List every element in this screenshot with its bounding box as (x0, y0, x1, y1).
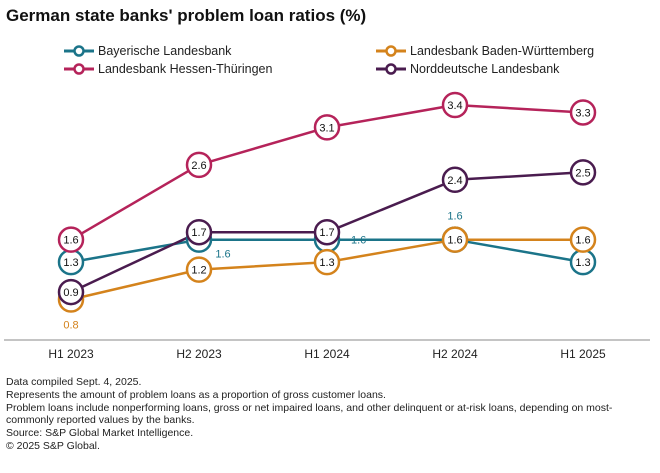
data-point-baden-wuerttemberg (441, 226, 469, 253)
data-label-bayerische: 1.3 (63, 257, 78, 269)
legend-item-baden-wuerttemberg: Landesbank Baden-Württemberg (376, 44, 594, 58)
note-problem-loans: Problem loans include nonperforming loan… (6, 402, 613, 426)
data-label-bayerische: 1.6 (447, 211, 462, 223)
data-label-baden-wuerttemberg: 1.2 (191, 265, 206, 277)
legend-label-norddeutsche: Norddeutsche Landesbank (410, 62, 560, 76)
data-label-baden-wuerttemberg: 0.8 (63, 320, 78, 332)
data-point-norddeutsche (57, 278, 85, 306)
chart-title: German state banks' problem loan ratios … (6, 6, 367, 25)
data-point-hessen-thueringen (185, 151, 213, 179)
data-point-baden-wuerttemberg (569, 226, 597, 253)
line-chart: H1 2023 H2 2023 H1 2024 H2 2024 H1 2025 1.31… (4, 91, 650, 361)
data-label-baden-wuerttemberg: 1.6 (447, 235, 462, 247)
legend-item-norddeutsche: Norddeutsche Landesbank (376, 62, 559, 76)
data-label-norddeutsche: 1.7 (191, 227, 206, 239)
data-label-bayerische: 1.3 (575, 257, 590, 269)
legend-marker-baden-wuerttemberg-icon (376, 45, 406, 57)
data-point-baden-wuerttemberg (185, 256, 213, 283)
legend-marker-hessen-thueringen-icon (64, 63, 94, 75)
x-tick-label: H1 2025 (560, 347, 606, 361)
legend-label-hessen-thueringen: Landesbank Hessen-Thüringen (98, 62, 273, 76)
data-label-bayerische: 1.6 (215, 249, 230, 261)
series-markers: 1.3 1.6 1.6 1.6 1.3 0.8 1.2 1.3 1.6 1.6 0.9 1.7 1.7 2… (57, 91, 597, 332)
data-label-hessen-thueringen: 3.1 (319, 122, 334, 134)
legend-item-bayerische: Bayerische Landesbank (64, 44, 231, 58)
x-tick-label: H1 2023 (48, 347, 94, 361)
data-label-norddeutsche: 1.7 (319, 227, 334, 239)
legend-item-hessen-thueringen: Landesbank Hessen-Thüringen (64, 62, 272, 76)
x-tick-label: H2 2024 (432, 347, 478, 361)
data-point-baden-wuerttemberg (313, 248, 341, 276)
data-label-norddeutsche: 2.4 (447, 175, 462, 187)
x-tick-label: H1 2024 (304, 347, 350, 361)
x-axis: H1 2023 H2 2023 H1 2024 H2 2024 H1 2025 (4, 339, 650, 361)
note-compiled: Data compiled Sept. 4, 2025. (6, 376, 142, 388)
data-label-hessen-thueringen: 1.6 (63, 235, 78, 247)
note-source: Source: S&P Global Market Intelligence. (6, 427, 194, 439)
data-label-norddeutsche: 2.5 (575, 167, 590, 179)
data-point-norddeutsche (313, 218, 341, 246)
legend: Bayerische Landesbank Landesbank Baden-W… (0, 44, 660, 78)
data-label-hessen-thueringen: 3.3 (575, 107, 590, 119)
data-point-norddeutsche (441, 166, 469, 194)
data-label-baden-wuerttemberg: 1.3 (319, 257, 334, 269)
data-point-hessen-thueringen (569, 99, 597, 126)
x-tick-label: H2 2023 (176, 347, 222, 361)
data-label-hessen-thueringen: 2.6 (191, 160, 206, 172)
legend-label-bayerische: Bayerische Landesbank (98, 44, 232, 58)
data-point-hessen-thueringen (57, 226, 85, 253)
data-label-hessen-thueringen: 3.4 (447, 100, 462, 112)
data-point-hessen-thueringen (441, 91, 469, 119)
data-point-hessen-thueringen (313, 114, 341, 141)
note-copyright: © 2025 S&P Global. (6, 440, 100, 452)
data-point-norddeutsche (185, 218, 213, 246)
data-label-bayerische: 1.6 (351, 235, 366, 247)
legend-marker-norddeutsche-icon (376, 63, 406, 75)
legend-label-baden-wuerttemberg: Landesbank Baden-Württemberg (410, 44, 595, 58)
note-definition: Represents the amount of problem loans a… (6, 389, 386, 401)
legend-marker-bayerische-icon (64, 45, 94, 57)
data-point-norddeutsche (569, 159, 597, 186)
data-label-baden-wuerttemberg: 1.6 (575, 235, 590, 247)
data-label-norddeutsche: 0.9 (63, 287, 78, 299)
chart-notes: Data compiled Sept. 4, 2025. Represents … (6, 376, 656, 453)
